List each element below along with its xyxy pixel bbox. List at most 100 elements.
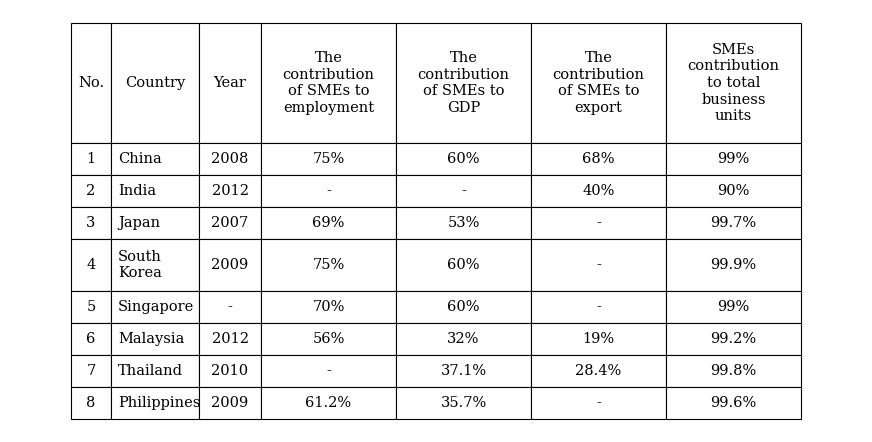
Bar xyxy=(531,323,666,355)
Bar xyxy=(71,207,111,239)
Bar xyxy=(71,239,111,291)
Text: 40%: 40% xyxy=(582,184,615,198)
Text: Year: Year xyxy=(214,76,247,90)
Bar xyxy=(261,143,396,175)
Text: -: - xyxy=(326,184,331,198)
Bar xyxy=(111,387,199,419)
Text: 99.7%: 99.7% xyxy=(711,216,757,230)
Bar xyxy=(199,239,261,291)
Text: 2012: 2012 xyxy=(212,184,249,198)
Bar xyxy=(531,143,666,175)
Bar xyxy=(199,143,261,175)
Bar xyxy=(199,291,261,323)
Bar xyxy=(199,355,261,387)
Text: 35.7%: 35.7% xyxy=(440,396,487,410)
Bar xyxy=(199,323,261,355)
Bar xyxy=(666,207,801,239)
Text: 90%: 90% xyxy=(718,184,750,198)
Bar xyxy=(396,291,531,323)
Text: -: - xyxy=(596,216,601,230)
Bar xyxy=(396,323,531,355)
Text: 99%: 99% xyxy=(718,152,750,166)
Text: 53%: 53% xyxy=(447,216,480,230)
Text: The
contribution
of SMEs to
GDP: The contribution of SMEs to GDP xyxy=(418,51,509,115)
Bar xyxy=(111,207,199,239)
Text: 1: 1 xyxy=(86,152,96,166)
Bar xyxy=(71,291,111,323)
Text: 32%: 32% xyxy=(447,332,480,346)
Text: Singapore: Singapore xyxy=(118,300,194,314)
Bar xyxy=(71,355,111,387)
Bar xyxy=(396,355,531,387)
Text: 60%: 60% xyxy=(447,258,480,272)
Bar xyxy=(666,239,801,291)
Text: 8: 8 xyxy=(86,396,96,410)
Bar xyxy=(261,355,396,387)
Bar xyxy=(199,175,261,207)
Bar xyxy=(199,23,261,143)
Text: 75%: 75% xyxy=(312,258,344,272)
Text: 5: 5 xyxy=(86,300,96,314)
Bar xyxy=(531,239,666,291)
Text: 99%: 99% xyxy=(718,300,750,314)
Bar xyxy=(111,23,199,143)
Text: 2009: 2009 xyxy=(211,258,249,272)
Bar xyxy=(261,23,396,143)
Bar xyxy=(111,291,199,323)
Text: Philippines: Philippines xyxy=(118,396,201,410)
Text: -: - xyxy=(326,364,331,378)
Text: 60%: 60% xyxy=(447,300,480,314)
Bar xyxy=(261,387,396,419)
Bar xyxy=(531,387,666,419)
Bar xyxy=(531,355,666,387)
Text: -: - xyxy=(228,300,233,314)
Bar xyxy=(71,23,111,143)
Text: 99.8%: 99.8% xyxy=(711,364,757,378)
Text: -: - xyxy=(461,184,466,198)
Bar xyxy=(199,207,261,239)
Bar xyxy=(261,291,396,323)
Text: 70%: 70% xyxy=(312,300,344,314)
Bar xyxy=(111,323,199,355)
Text: No.: No. xyxy=(78,76,104,90)
Bar xyxy=(111,143,199,175)
Bar xyxy=(261,239,396,291)
Bar xyxy=(396,387,531,419)
Text: 3: 3 xyxy=(86,216,96,230)
Text: 2012: 2012 xyxy=(212,332,249,346)
Bar xyxy=(666,323,801,355)
Text: 69%: 69% xyxy=(312,216,344,230)
Text: 61.2%: 61.2% xyxy=(305,396,351,410)
Bar xyxy=(111,175,199,207)
Bar xyxy=(71,323,111,355)
Bar xyxy=(396,175,531,207)
Text: 68%: 68% xyxy=(582,152,615,166)
Text: SMEs
contribution
to total
business
units: SMEs contribution to total business unit… xyxy=(687,42,780,123)
Bar xyxy=(531,207,666,239)
Text: India: India xyxy=(118,184,156,198)
Bar xyxy=(111,355,199,387)
Bar xyxy=(666,355,801,387)
Text: South
Korea: South Korea xyxy=(118,250,162,280)
Bar xyxy=(531,23,666,143)
Bar xyxy=(666,387,801,419)
Bar xyxy=(396,23,531,143)
Bar xyxy=(71,175,111,207)
Bar xyxy=(396,239,531,291)
Bar xyxy=(199,387,261,419)
Text: -: - xyxy=(596,300,601,314)
Bar xyxy=(71,143,111,175)
Text: The
contribution
of SMEs to
employment: The contribution of SMEs to employment xyxy=(283,51,374,115)
Bar xyxy=(396,143,531,175)
Text: 75%: 75% xyxy=(312,152,344,166)
Bar xyxy=(261,323,396,355)
Text: 4: 4 xyxy=(86,258,96,272)
Bar xyxy=(531,175,666,207)
Text: China: China xyxy=(118,152,161,166)
Text: 28.4%: 28.4% xyxy=(576,364,622,378)
Text: 2007: 2007 xyxy=(211,216,249,230)
Text: Country: Country xyxy=(125,76,185,90)
Text: 19%: 19% xyxy=(582,332,615,346)
Text: 60%: 60% xyxy=(447,152,480,166)
Text: 2: 2 xyxy=(86,184,96,198)
